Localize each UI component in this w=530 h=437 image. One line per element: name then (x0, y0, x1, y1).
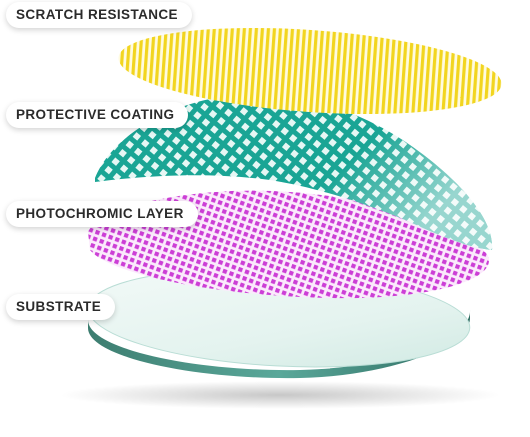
protective-coating-layer (95, 94, 493, 250)
label-photochromic-layer: PHOTOCHROMIC LAYER (6, 201, 198, 227)
label-protective-coating: PROTECTIVE COATING (6, 102, 189, 128)
label-substrate: SUBSTRATE (6, 294, 116, 320)
floor-shadow (60, 381, 500, 409)
label-scratch-resistance: SCRATCH RESISTANCE (6, 2, 192, 28)
scratch-resistance-layer (118, 27, 502, 115)
